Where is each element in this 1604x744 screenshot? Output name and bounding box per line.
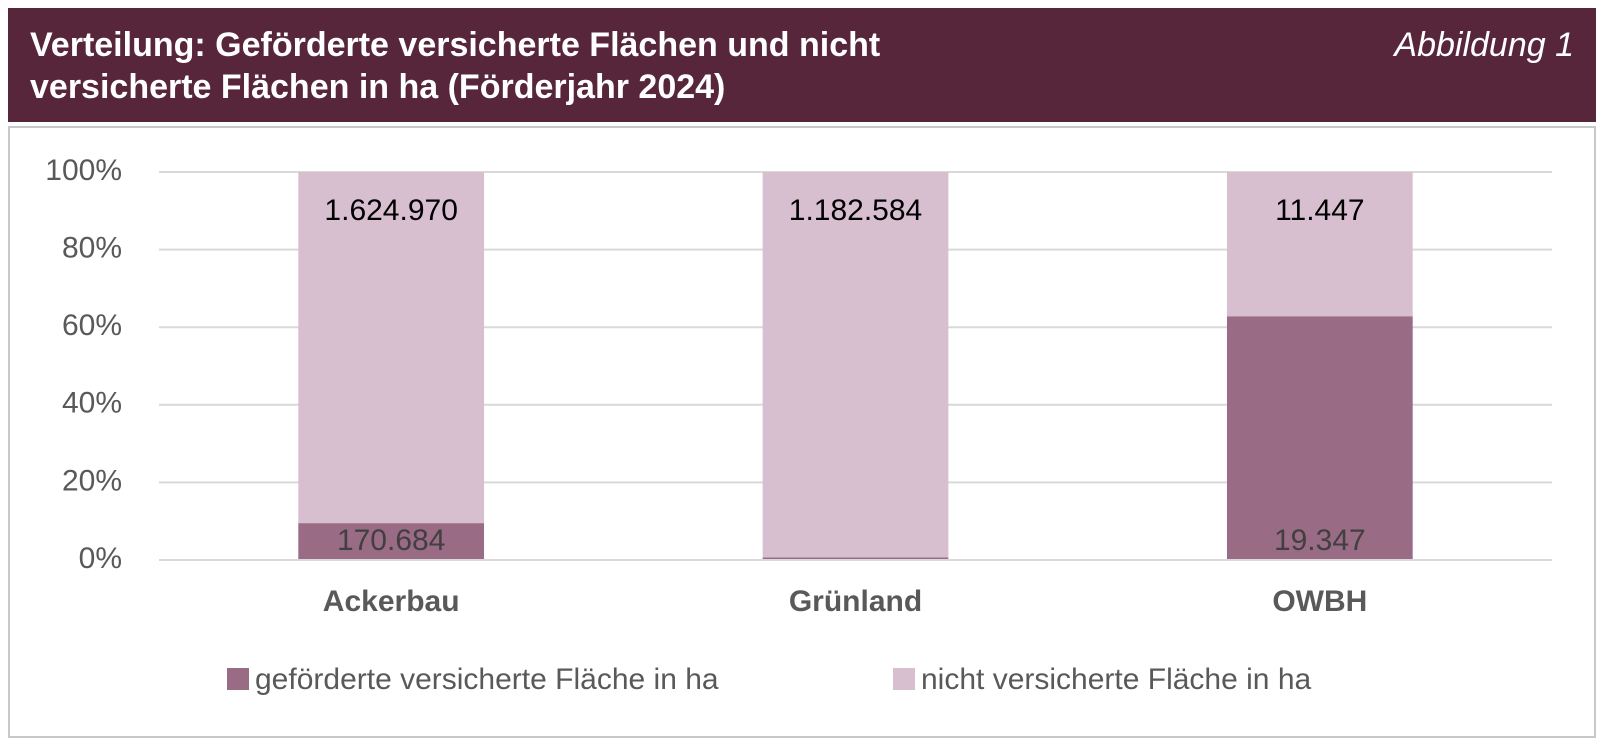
figure-label: Abbildung 1 bbox=[1394, 26, 1574, 64]
x-tick-label: Ackerbau bbox=[323, 585, 460, 618]
bar-segment bbox=[762, 557, 949, 560]
bar-segment bbox=[1226, 316, 1413, 560]
data-label: 19.347 bbox=[1274, 524, 1366, 557]
y-tick-label: 20% bbox=[62, 464, 122, 497]
bar-segment bbox=[298, 172, 485, 524]
y-tick-label: 80% bbox=[62, 232, 122, 265]
data-label: 1.624.970 bbox=[324, 194, 457, 227]
chart-title: Verteilung: Geförderte versicherte Fläch… bbox=[30, 26, 881, 106]
legend-marker bbox=[893, 668, 915, 690]
header: Verteilung: Geförderte versicherte Fläch… bbox=[8, 8, 1596, 122]
legend-label: geförderte versicherte Fläche in ha bbox=[255, 663, 719, 696]
legend-marker bbox=[227, 668, 249, 690]
bar-segment bbox=[762, 172, 949, 558]
data-label: 1.182.584 bbox=[789, 194, 922, 227]
y-tick-label: 0% bbox=[79, 542, 122, 575]
x-tick-label: OWBH bbox=[1272, 585, 1367, 618]
data-label: 170.684 bbox=[337, 524, 445, 557]
y-tick-label: 40% bbox=[62, 387, 122, 420]
legend-label: nicht versicherte Fläche in ha bbox=[921, 663, 1312, 696]
x-tick-label: Grünland bbox=[789, 585, 922, 618]
data-label: 11.447 bbox=[1275, 194, 1365, 227]
y-tick-label: 100% bbox=[45, 154, 122, 187]
bar-segment bbox=[1226, 172, 1413, 317]
bar-segment bbox=[298, 523, 485, 560]
chart-frame bbox=[8, 126, 1596, 738]
y-tick-label: 60% bbox=[62, 309, 122, 342]
